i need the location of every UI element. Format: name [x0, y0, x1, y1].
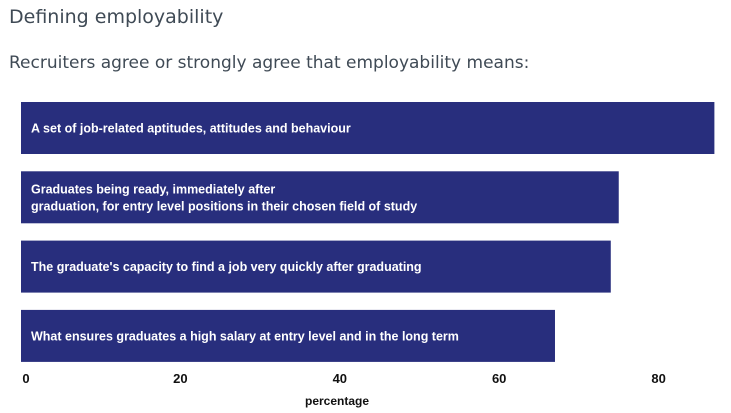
page-title: Defining employability [9, 6, 224, 28]
x-tick-label: 60 [492, 371, 506, 386]
bar [21, 309, 555, 362]
x-tick-label: 20 [173, 371, 187, 386]
bar [21, 102, 715, 154]
x-tick-label: 80 [651, 371, 665, 386]
x-tick-label: 0 [22, 371, 29, 386]
bars-group: A set of job-related aptitudes, attitude… [21, 102, 715, 362]
x-axis-ticks: 0 20 40 60 80 [22, 371, 665, 386]
x-axis-label: percentage [305, 394, 369, 408]
x-tick-label: 40 [333, 371, 347, 386]
page-subtitle: Recruiters agree or strongly agree that … [9, 53, 530, 73]
bar-label: graduation, for entry level positions in… [31, 199, 417, 213]
bar [21, 171, 619, 224]
bar-label: The graduate's capacity to find a job ve… [31, 260, 422, 274]
bar [21, 240, 611, 293]
bar-label: What ensures graduates a high salary at … [31, 329, 459, 343]
bar-label: A set of job-related aptitudes, attitude… [31, 122, 351, 136]
bar-label: Graduates being ready, immediately after [31, 182, 275, 196]
